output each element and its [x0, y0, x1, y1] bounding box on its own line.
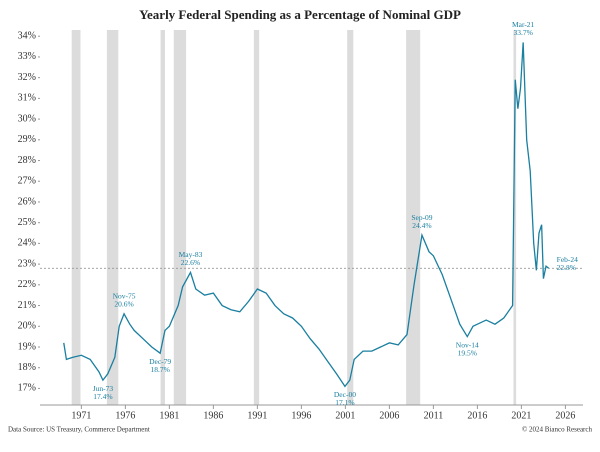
annotation-date: May-83 [179, 250, 203, 259]
x-tick-label: 2011 [424, 410, 444, 421]
annotation-date: Sep-09 [411, 213, 432, 222]
y-tick-label: 34% [18, 31, 36, 42]
y-tick-label: 27% [18, 176, 36, 187]
annotation-value: 22.8% [557, 263, 576, 272]
annotation-value: 19.5% [458, 348, 477, 357]
annotation-date: Jun-73 [93, 384, 114, 393]
annotation-value: 22.6% [181, 258, 200, 267]
recession-band [71, 30, 81, 405]
annotation-date: Dec-00 [334, 390, 356, 399]
annotation-value: 33.7% [513, 28, 532, 37]
annotation-value: 20.6% [114, 300, 133, 309]
annotation-date: Nov-75 [113, 292, 136, 301]
x-tick-label: 2026 [555, 410, 575, 421]
annotation-value: 17.1% [335, 398, 354, 407]
y-tick-label: 21% [18, 300, 36, 311]
annotation-value: 17.4% [93, 392, 112, 401]
y-tick-label: 29% [18, 134, 36, 145]
recession-band [513, 30, 517, 405]
credit: © 2024 Bianco Research [522, 426, 593, 434]
y-tick-label: 23% [18, 258, 36, 269]
recession-band [160, 30, 165, 405]
y-tick-label: 24% [18, 238, 36, 249]
y-tick-label: 32% [18, 72, 36, 83]
recession-band [106, 30, 119, 405]
annotation-date: Mar-21 [512, 20, 535, 29]
y-tick-label: 18% [18, 362, 36, 373]
recession-band [406, 30, 421, 405]
x-tick-label: 2016 [467, 410, 487, 421]
series-line [63, 42, 550, 388]
y-tick-label: 31% [18, 93, 36, 104]
y-tick-label: 25% [18, 217, 36, 228]
y-tick-label: 30% [18, 113, 36, 124]
x-tick-label: 1971 [71, 410, 91, 421]
recession-band [347, 30, 354, 405]
chart-title: Yearly Federal Spending as a Percentage … [139, 7, 461, 22]
x-tick-label: 2021 [511, 410, 531, 421]
x-tick-label: 1986 [203, 410, 223, 421]
x-tick-label: 1981 [159, 410, 179, 421]
y-tick-label: 33% [18, 51, 36, 62]
y-tick-label: 19% [18, 341, 36, 352]
y-tick-label: 26% [18, 196, 36, 207]
x-tick-label: 2001 [335, 410, 355, 421]
annotation-date: Feb-24 [557, 255, 578, 264]
x-tick-label: 2006 [379, 410, 399, 421]
recession-band [173, 30, 187, 405]
y-tick-label: 22% [18, 279, 36, 290]
y-tick-label: 20% [18, 321, 36, 332]
annotation-value: 24.4% [412, 221, 431, 230]
annotation-value: 18.7% [150, 365, 169, 374]
x-tick-label: 1976 [115, 410, 135, 421]
source: Data Source: US Treasury, Commerce Depar… [8, 426, 150, 434]
y-tick-label: 17% [18, 383, 36, 394]
x-tick-label: 1996 [291, 410, 311, 421]
x-tick-label: 1991 [247, 410, 267, 421]
annotation-date: Dec-79 [149, 357, 171, 366]
annotation-date: Nov-14 [456, 340, 479, 349]
recession-band [253, 30, 260, 405]
y-tick-label: 28% [18, 155, 36, 166]
